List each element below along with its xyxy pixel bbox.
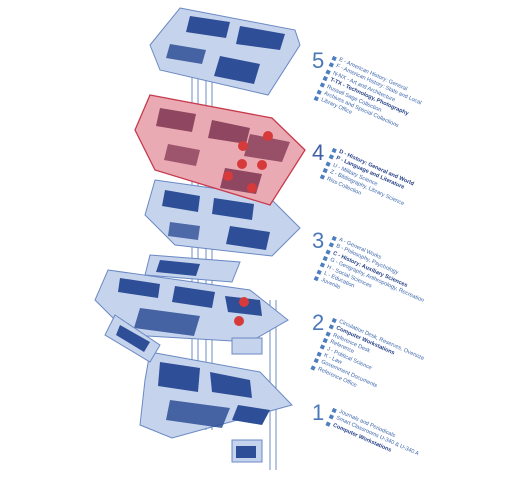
bullet-icon: [313, 96, 319, 102]
bullet-icon: [313, 276, 319, 282]
bullet-icon: [328, 414, 334, 420]
floor-number: 2: [312, 310, 325, 335]
bullet-icon: [331, 147, 337, 153]
bullet-icon: [319, 262, 325, 268]
bullet-icon: [325, 331, 331, 337]
floor-number: 1: [312, 400, 325, 425]
bullet-icon: [328, 154, 334, 160]
floor-number: 4: [312, 140, 325, 165]
bullet-icon: [322, 75, 328, 82]
bullet-icon: [322, 337, 328, 344]
floor-2[interactable]: [94, 269, 289, 363]
bullet-icon: [331, 407, 337, 413]
bullet-icon: [331, 317, 337, 323]
floor-1[interactable]: [139, 351, 293, 463]
bullet-icon: [328, 324, 334, 330]
floor-4[interactable]: [134, 94, 306, 206]
bullet-icon: [328, 62, 334, 68]
floor-number: 5: [312, 48, 325, 73]
bullet-icon: [316, 269, 322, 275]
bullet-icon: [322, 167, 328, 174]
bullet-icon: [325, 421, 331, 427]
bullet-icon: [325, 161, 331, 167]
bullet-icon: [313, 358, 319, 364]
bullet-icon: [319, 344, 325, 350]
bullet-icon: [331, 235, 337, 241]
floor-5[interactable]: [149, 7, 301, 96]
bullet-icon: [325, 249, 331, 255]
bullet-icon: [316, 89, 322, 95]
bullet-icon: [322, 255, 328, 262]
bullet-icon: [331, 55, 337, 61]
bullet-icon: [310, 364, 316, 371]
bullet-icon: [316, 351, 322, 357]
bullet-icon: [325, 69, 331, 75]
bullet-icon: [319, 174, 325, 180]
floor-number: 3: [312, 228, 325, 253]
bullet-icon: [328, 242, 334, 248]
bullet-icon: [319, 82, 325, 88]
